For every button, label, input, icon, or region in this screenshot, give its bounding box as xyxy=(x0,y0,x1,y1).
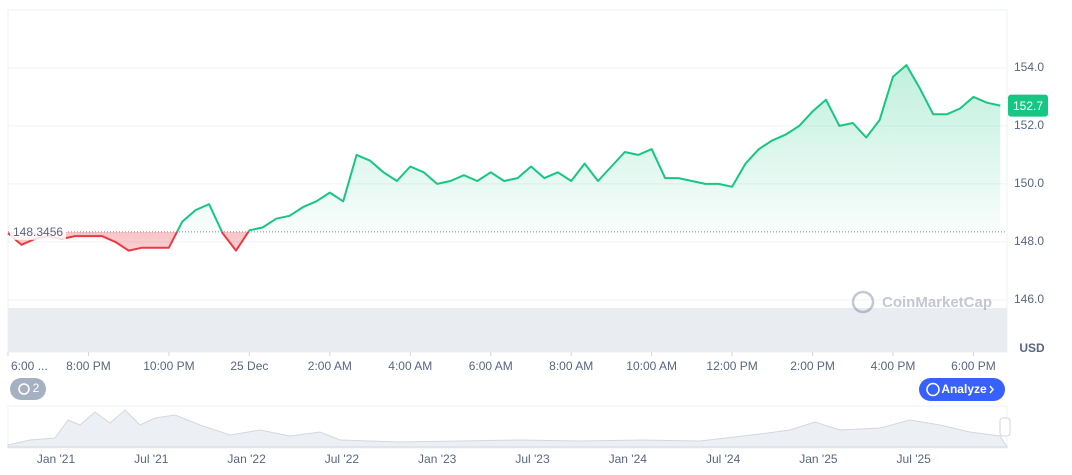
baseline-label: 148.3456 xyxy=(13,225,63,239)
currency-label: USD xyxy=(1019,341,1045,355)
navigator-label: Jan '24 xyxy=(609,452,648,466)
analyze-icon xyxy=(926,382,940,397)
navigator-label: Jul '21 xyxy=(134,452,169,466)
x-tick-label: 2:00 AM xyxy=(308,359,352,373)
navigator-label: Jul '22 xyxy=(325,452,360,466)
navigator-label: Jan '23 xyxy=(418,452,457,466)
x-tick-label: 10:00 PM xyxy=(143,359,194,373)
x-tick-label: 6:00 PM xyxy=(951,359,996,373)
analyze-text: Analyze xyxy=(941,382,987,396)
analyze-pill[interactable] xyxy=(919,378,1005,401)
navigator xyxy=(7,405,1011,449)
analyze-button[interactable]: Analyze xyxy=(919,378,1005,401)
baseline-label-bg xyxy=(10,223,66,240)
y-tick-label: 152.0 xyxy=(1014,118,1044,132)
y-tick-label: 150.0 xyxy=(1014,176,1044,190)
history-pill[interactable] xyxy=(10,378,46,400)
y-tick-label: 146.0 xyxy=(1014,292,1044,306)
watermark-text: CoinMarketCap xyxy=(882,294,992,311)
x-tick-label: 6:00 ... xyxy=(11,359,48,373)
last-price-bg xyxy=(1008,94,1048,117)
watermark: CoinMarketCap xyxy=(851,290,992,314)
history-icon xyxy=(18,383,30,395)
navigator-label: Jan '22 xyxy=(227,452,266,466)
last-price-label: 152.7 xyxy=(1013,99,1043,113)
navigator-label: Jan '21 xyxy=(37,452,76,466)
x-tick-label: 8:00 AM xyxy=(549,359,593,373)
x-tick-label: 6:00 AM xyxy=(469,359,513,373)
history-badge[interactable]: 2 xyxy=(10,378,46,400)
volume-bars xyxy=(8,308,1007,352)
area-fill xyxy=(8,65,1001,251)
history-count: 2 xyxy=(33,381,40,395)
x-tick-label: 4:00 PM xyxy=(871,359,916,373)
x-tick-label: 2:00 PM xyxy=(790,359,835,373)
navigator-label: Jul '23 xyxy=(515,452,550,466)
y-tick-label: 154.0 xyxy=(1014,60,1044,74)
x-tick-label: 4:00 AM xyxy=(388,359,432,373)
x-tick-label: 10:00 AM xyxy=(626,359,677,373)
navigator-area xyxy=(7,409,1008,448)
price-line xyxy=(7,64,1001,252)
navigator-label: Jul '25 xyxy=(897,452,932,466)
y-tick-label: 148.0 xyxy=(1014,234,1044,248)
x-tick-label: 8:00 PM xyxy=(66,359,111,373)
navigator-handle[interactable] xyxy=(999,417,1011,437)
navigator-label: Jan '25 xyxy=(799,452,838,466)
x-tick-label: 25 Dec xyxy=(230,359,268,373)
navigator-label: Jul '24 xyxy=(706,452,741,466)
x-tick-label: 12:00 PM xyxy=(706,359,757,373)
analyze-arrow xyxy=(989,385,994,394)
